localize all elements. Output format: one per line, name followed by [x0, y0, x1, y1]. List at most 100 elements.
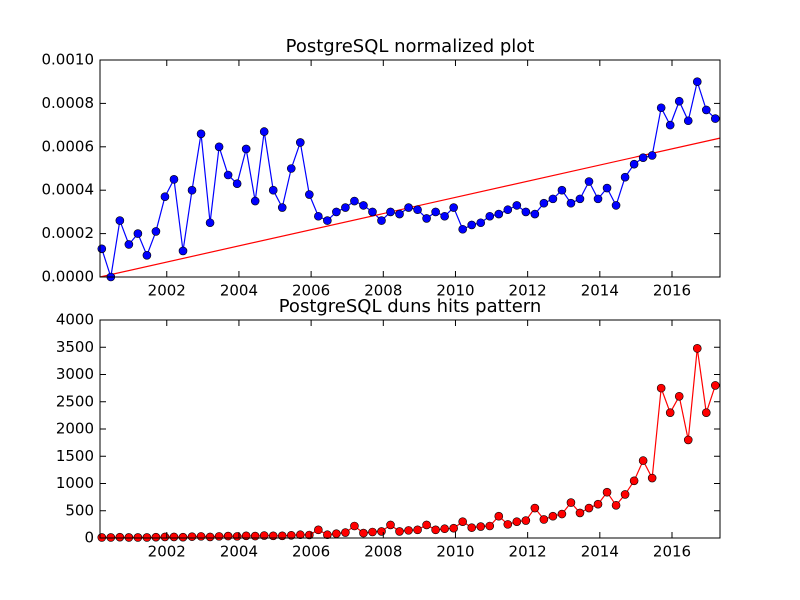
data-point: [503, 205, 513, 215]
plot-area: [100, 60, 720, 277]
data-point: [485, 521, 495, 531]
data-point: [350, 196, 359, 206]
data-point: [512, 517, 522, 526]
chart-title: PostgreSQL duns hits pattern: [279, 296, 542, 317]
y-tick-label: 3500: [56, 338, 94, 356]
data-point: [187, 532, 197, 541]
data-point: [142, 533, 152, 542]
data-point: [638, 153, 648, 162]
data-point: [575, 194, 585, 204]
x-tick-label: 2014: [581, 282, 619, 300]
data-point: [548, 194, 558, 204]
data-point: [241, 144, 251, 154]
data-point: [638, 456, 648, 465]
x-tick-label: 2016: [653, 282, 691, 300]
data-point: [169, 532, 179, 542]
data-point: [584, 177, 594, 186]
data-point: [611, 500, 621, 510]
y-tick-label: 0.0004: [42, 181, 95, 199]
data-point: [602, 487, 612, 497]
data-point: [341, 203, 350, 212]
data-point: [449, 523, 458, 533]
data-point: [341, 528, 350, 537]
x-tick-label: 2012: [509, 543, 547, 561]
y-tick-label: 2000: [56, 420, 94, 438]
data-point: [683, 116, 693, 126]
data-point: [142, 251, 152, 260]
data-point: [431, 525, 440, 535]
y-tick-label: 0.0006: [42, 137, 95, 155]
data-point: [214, 142, 224, 152]
data-point: [440, 211, 449, 221]
data-point: [692, 77, 702, 86]
data-point: [665, 120, 675, 130]
x-tick-label: 2004: [220, 282, 258, 300]
data-point: [656, 103, 666, 113]
data-point: [268, 531, 278, 541]
data-point: [314, 211, 323, 221]
data-point: [593, 194, 603, 204]
data-point: [97, 533, 107, 542]
data-point: [674, 96, 684, 106]
data-point: [593, 499, 603, 509]
data-point: [268, 185, 278, 195]
data-point: [404, 203, 413, 212]
data-point: [512, 201, 522, 210]
data-point: [124, 240, 134, 249]
x-tick-label: 2002: [148, 543, 186, 561]
x-tick-label: 2012: [509, 282, 547, 300]
x-tick-label: 2006: [292, 543, 330, 561]
data-point: [196, 129, 206, 139]
data-point: [332, 529, 341, 538]
x-tick-label: 2008: [364, 282, 402, 300]
data-point: [584, 503, 594, 513]
y-tick-label: 2500: [56, 392, 94, 410]
data-point: [711, 114, 720, 123]
data-point: [575, 508, 585, 518]
data-point: [377, 216, 386, 225]
data-point: [440, 524, 449, 534]
data-point: [431, 207, 440, 217]
data-point: [422, 520, 431, 530]
data-point: [295, 530, 305, 540]
x-tick-label: 2004: [220, 543, 258, 561]
data-point: [151, 227, 161, 236]
data-point: [286, 164, 296, 173]
data-point: [449, 203, 458, 212]
data-point: [386, 520, 395, 530]
data-point: [692, 344, 702, 353]
data-point: [223, 531, 233, 541]
data-point: [160, 532, 170, 542]
data-point: [187, 185, 197, 195]
data-point: [566, 498, 576, 507]
data-point: [295, 138, 305, 147]
data-point: [611, 201, 621, 210]
data-point: [286, 530, 296, 540]
data-point: [160, 192, 170, 202]
data-point: [323, 530, 332, 540]
x-tick-label: 2014: [581, 543, 619, 561]
data-point: [277, 531, 287, 541]
data-point: [314, 525, 323, 535]
data-point: [259, 127, 269, 136]
data-point: [241, 531, 251, 541]
data-point: [368, 207, 377, 217]
data-point: [494, 511, 504, 521]
data-point: [115, 216, 125, 225]
data-point: [250, 531, 260, 541]
data-point: [205, 532, 215, 542]
y-tick-label: 500: [65, 501, 94, 519]
x-tick-label: 2010: [436, 282, 474, 300]
data-point: [232, 532, 242, 541]
data-point: [620, 172, 630, 182]
data-point: [350, 521, 359, 531]
data-point: [467, 523, 477, 532]
data-point: [305, 190, 314, 199]
data-point: [196, 532, 206, 541]
data-point: [485, 211, 495, 221]
data-point: [115, 532, 125, 542]
data-point: [629, 159, 639, 169]
data-point: [557, 185, 567, 195]
y-tick-label: 4000: [56, 311, 94, 329]
x-tick-label: 2002: [148, 282, 186, 300]
